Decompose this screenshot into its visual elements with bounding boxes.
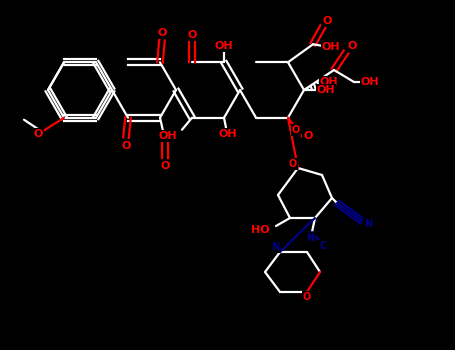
Text: C: C [319,241,327,251]
Text: O: O [289,159,297,169]
Text: O: O [322,16,332,26]
Text: O: O [292,125,300,135]
Text: OH: OH [219,129,238,139]
Text: OH: OH [215,41,233,51]
Text: N: N [306,233,314,243]
Text: O: O [303,131,313,141]
Text: O: O [303,292,311,302]
Text: OH: OH [317,85,335,95]
Text: O: O [187,30,197,40]
Text: N: N [364,219,372,229]
Text: OH: OH [322,42,340,52]
Text: O: O [160,161,170,171]
Text: O: O [157,28,167,38]
Text: HO: HO [251,225,270,235]
Text: N: N [271,242,279,252]
Text: O: O [347,41,357,51]
Text: OH: OH [158,131,177,141]
Text: OH: OH [361,77,379,87]
Text: O: O [33,129,43,139]
Text: O: O [121,141,131,151]
Text: OH: OH [320,77,339,87]
